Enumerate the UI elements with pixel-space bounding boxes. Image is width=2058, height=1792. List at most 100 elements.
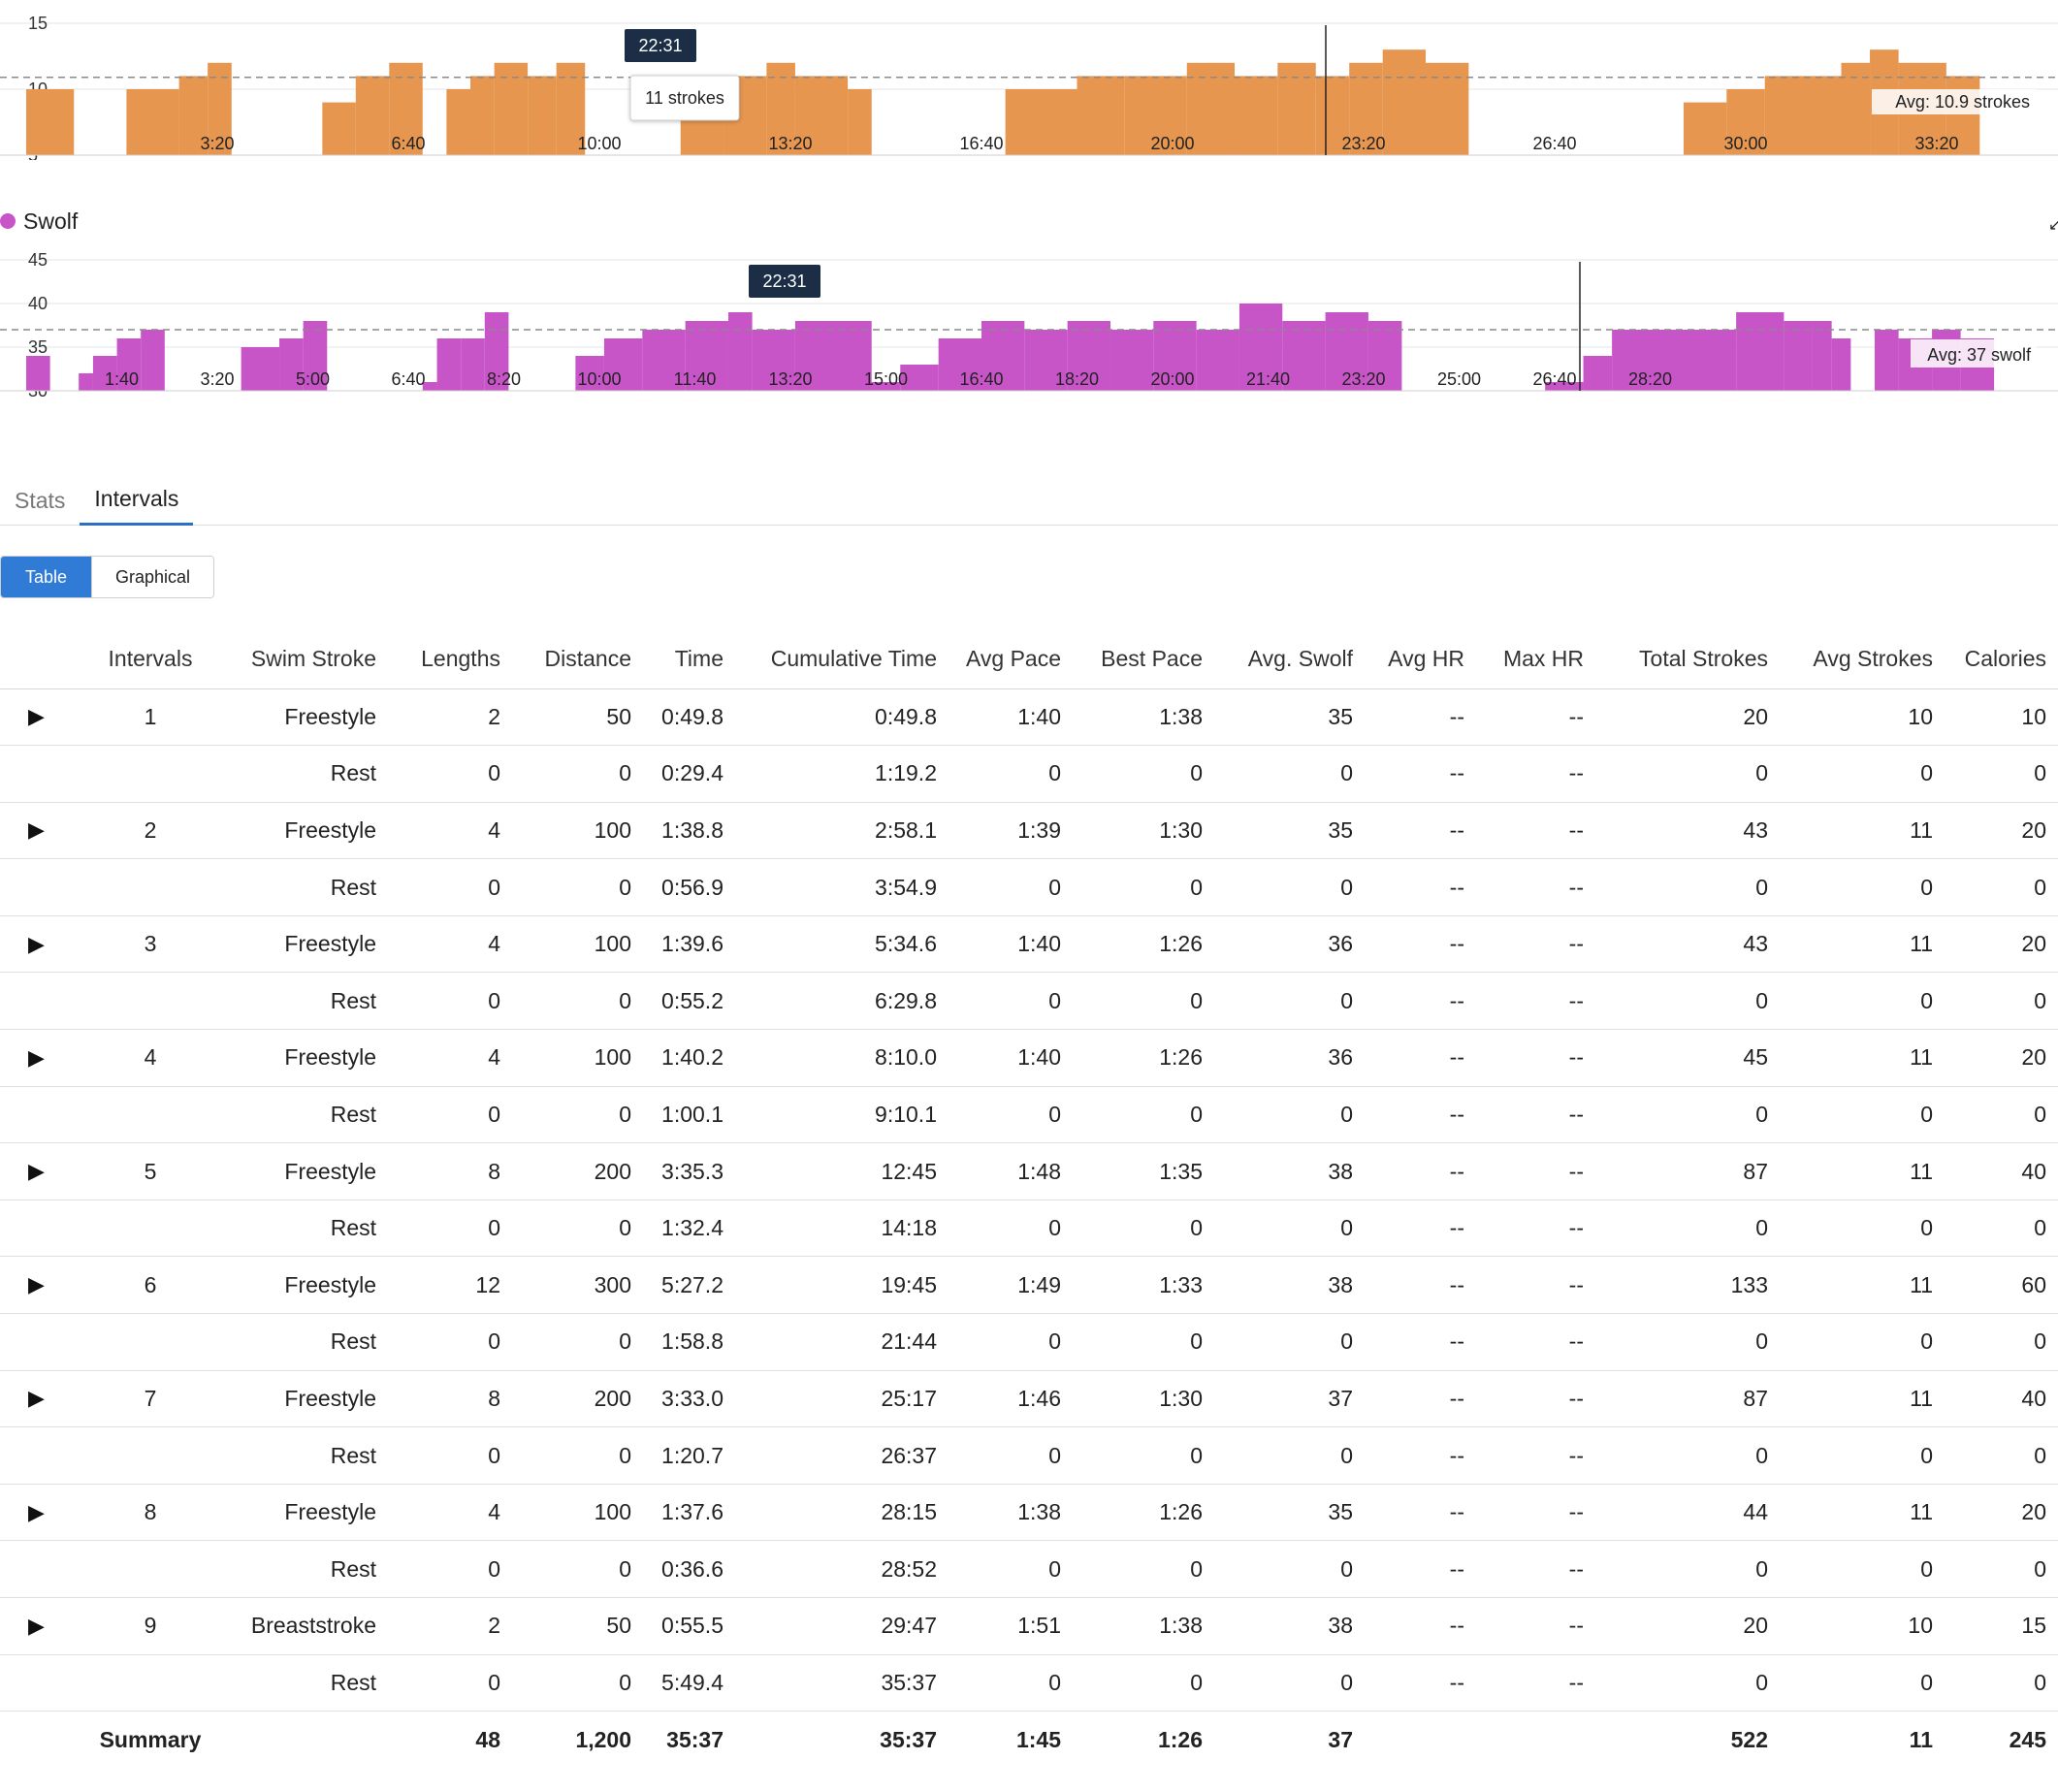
- expand-row-icon[interactable]: ▶: [0, 1597, 73, 1655]
- bar[interactable]: [1153, 321, 1197, 391]
- interval-row[interactable]: ▶ 5 Freestyle 8 200 3:35.3 12:45 1:48 1:35 38 -- --…: [0, 1142, 2058, 1200]
- bar[interactable]: [1325, 312, 1368, 391]
- bar[interactable]: [422, 382, 437, 391]
- column-header[interactable]: Avg Pace: [949, 630, 1073, 689]
- bar[interactable]: [1238, 304, 1283, 391]
- bar[interactable]: [92, 356, 117, 391]
- bar[interactable]: [1841, 62, 1871, 155]
- bar[interactable]: [1124, 76, 1187, 155]
- bar[interactable]: [1650, 330, 1737, 391]
- resize-corner-icon[interactable]: ↙: [2048, 217, 2058, 234]
- bar[interactable]: [389, 62, 423, 155]
- interval-row[interactable]: ▶ 6 Freestyle 12 300 5:27.2 19:45 1:49 1:33 38 -- -…: [0, 1256, 2058, 1315]
- expand-row-icon[interactable]: ▶: [0, 915, 73, 974]
- bar[interactable]: [1764, 76, 1842, 155]
- bar[interactable]: [1005, 89, 1077, 155]
- bar[interactable]: [1067, 321, 1110, 391]
- column-header[interactable]: Max HR: [1476, 630, 1595, 689]
- bar[interactable]: [1874, 330, 1899, 391]
- expand-row-icon[interactable]: ▶: [0, 1370, 73, 1428]
- bar[interactable]: [470, 76, 495, 155]
- bar[interactable]: [1315, 76, 1350, 155]
- bar[interactable]: [178, 76, 209, 155]
- bar[interactable]: [685, 321, 728, 391]
- bar[interactable]: [26, 89, 75, 155]
- expand-row-icon[interactable]: ▶: [0, 1256, 73, 1315]
- bar[interactable]: [141, 330, 165, 391]
- expand-row-icon[interactable]: ▶: [0, 1029, 73, 1087]
- bar[interactable]: [79, 373, 93, 391]
- column-header[interactable]: Avg. Swolf: [1214, 630, 1365, 689]
- column-header[interactable]: Swim Stroke: [228, 630, 388, 689]
- bar[interactable]: [938, 338, 981, 391]
- bar[interactable]: [1349, 62, 1383, 155]
- column-header[interactable]: Best Pace: [1073, 630, 1214, 689]
- interval-row[interactable]: ▶ 1 Freestyle 2 50 0:49.8 0:49.8 1:40 1:38 35 -- --…: [0, 688, 2058, 747]
- swolf-legend[interactable]: Swolf: [0, 207, 78, 236]
- bar[interactable]: [1235, 76, 1278, 155]
- bar[interactable]: [575, 356, 604, 391]
- swolf-chart[interactable]: 454035301:403:205:006:408:2010:0011:4013…: [0, 247, 2058, 402]
- bar[interactable]: [1426, 62, 1469, 155]
- bar[interactable]: [603, 338, 643, 391]
- bar[interactable]: [303, 321, 328, 391]
- interval-row[interactable]: ▶ 4 Freestyle 4 100 1:40.2 8:10.0 1:40 1:26 36 -- -…: [0, 1029, 2058, 1087]
- bar[interactable]: [752, 330, 795, 391]
- bar[interactable]: [1612, 330, 1651, 391]
- column-header[interactable]: Intervals: [73, 630, 228, 689]
- bar[interactable]: [1382, 49, 1427, 156]
- bar[interactable]: [1683, 102, 1727, 155]
- bar[interactable]: [556, 62, 586, 155]
- bar[interactable]: [1736, 312, 1785, 391]
- bar[interactable]: [642, 330, 686, 391]
- interval-row[interactable]: ▶ 7 Freestyle 8 200 3:33.0 25:17 1:46 1:30 37 -- --…: [0, 1370, 2058, 1428]
- strokes-chart[interactable]: 151053:206:4010:0013:2016:4020:0023:2026…: [0, 0, 2058, 160]
- bar[interactable]: [436, 338, 462, 391]
- bar[interactable]: [484, 312, 509, 391]
- bar[interactable]: [322, 102, 356, 155]
- bar[interactable]: [461, 338, 485, 391]
- bar[interactable]: [528, 76, 557, 155]
- bar[interactable]: [1545, 382, 1584, 391]
- column-header[interactable]: Lengths: [388, 630, 512, 689]
- bar[interactable]: [727, 312, 753, 391]
- bar[interactable]: [1282, 321, 1326, 391]
- expand-row-icon[interactable]: ▶: [0, 688, 73, 747]
- expand-row-icon[interactable]: ▶: [0, 1484, 73, 1542]
- bar[interactable]: [241, 347, 280, 391]
- column-header[interactable]: Cumulative Time: [735, 630, 949, 689]
- tab-stats[interactable]: Stats: [15, 487, 66, 513]
- column-header[interactable]: Avg Strokes: [1780, 630, 1945, 689]
- bar[interactable]: [794, 76, 849, 155]
- bar[interactable]: [794, 321, 872, 391]
- bar[interactable]: [1812, 321, 1832, 391]
- bar[interactable]: [126, 89, 179, 155]
- bar[interactable]: [1024, 330, 1068, 391]
- bar[interactable]: [1784, 321, 1813, 391]
- bar[interactable]: [494, 62, 529, 155]
- bar[interactable]: [981, 321, 1025, 391]
- column-header[interactable]: Calories: [1945, 630, 2058, 689]
- bar[interactable]: [355, 76, 390, 155]
- bar[interactable]: [1196, 330, 1239, 391]
- tab-intervals[interactable]: Intervals: [80, 475, 194, 526]
- interval-row[interactable]: ▶ 8 Freestyle 4 100 1:37.6 28:15 1:38 1:26 35 -- --…: [0, 1484, 2058, 1542]
- bar[interactable]: [1726, 89, 1765, 155]
- bar[interactable]: [446, 89, 471, 155]
- bar[interactable]: [766, 62, 795, 155]
- graphical-view-button[interactable]: Graphical: [91, 557, 213, 597]
- bar[interactable]: [208, 62, 232, 155]
- interval-row[interactable]: ▶ 2 Freestyle 4 100 1:38.8 2:58.1 1:39 1:30 35 -- -…: [0, 802, 2058, 860]
- expand-row-icon[interactable]: ▶: [0, 802, 73, 860]
- bar[interactable]: [279, 338, 304, 391]
- bar[interactable]: [848, 89, 872, 155]
- column-header[interactable]: Time: [643, 630, 735, 689]
- bar[interactable]: [1367, 321, 1402, 391]
- column-header[interactable]: Total Strokes: [1595, 630, 1780, 689]
- interval-row[interactable]: ▶ 9 Breaststroke 2 50 0:55.5 29:47 1:51 1:38 38 --…: [0, 1597, 2058, 1655]
- bar[interactable]: [1109, 330, 1154, 391]
- bar[interactable]: [866, 382, 901, 391]
- bar[interactable]: [1831, 338, 1851, 391]
- bar[interactable]: [1277, 62, 1316, 155]
- bar[interactable]: [1186, 62, 1236, 155]
